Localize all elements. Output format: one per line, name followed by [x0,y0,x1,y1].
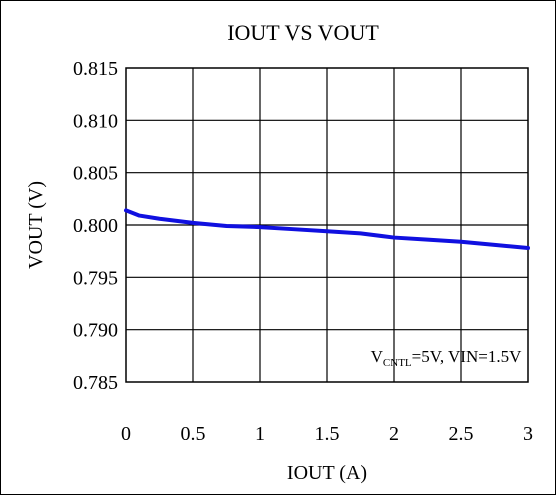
y-tick-label: 0.790 [73,320,118,342]
x-tick-label: 2 [389,423,399,445]
y-tick-label: 0.785 [73,372,118,394]
annotation-subscript: CNTL [383,357,412,369]
annotation-prefix: V [371,347,384,366]
x-tick-label: 1 [255,423,265,445]
y-tick-label: 0.815 [73,58,118,80]
chart-title: IOUT VS VOUT [227,20,379,45]
y-tick-label: 0.795 [73,267,118,289]
x-tick-label: 0 [121,423,131,445]
x-tick-label: 2.5 [449,423,474,445]
y-tick-label: 0.810 [73,110,118,132]
grid [126,68,528,382]
plot-area [125,67,529,383]
condition-annotation: VCNTL=5V, VIN=1.5V [371,347,522,369]
x-tick-label: 1.5 [315,423,340,445]
y-tick-label: 0.800 [73,215,118,237]
y-tick-labels: 0.785 0.790 0.795 0.800 0.805 0.810 0.815 [73,58,118,394]
y-tick-label: 0.805 [73,163,118,185]
x-tick-labels: 0 0.5 1 1.5 2 2.5 3 [121,423,533,445]
x-tick-label: 3 [523,423,533,445]
x-tick-label: 0.5 [181,423,206,445]
series-line-vout [124,208,530,251]
x-axis-label: IOUT (A) [287,462,367,484]
annotation-suffix: =5V, VIN=1.5V [412,347,522,366]
y-axis-label: VOUT (V) [25,181,47,269]
